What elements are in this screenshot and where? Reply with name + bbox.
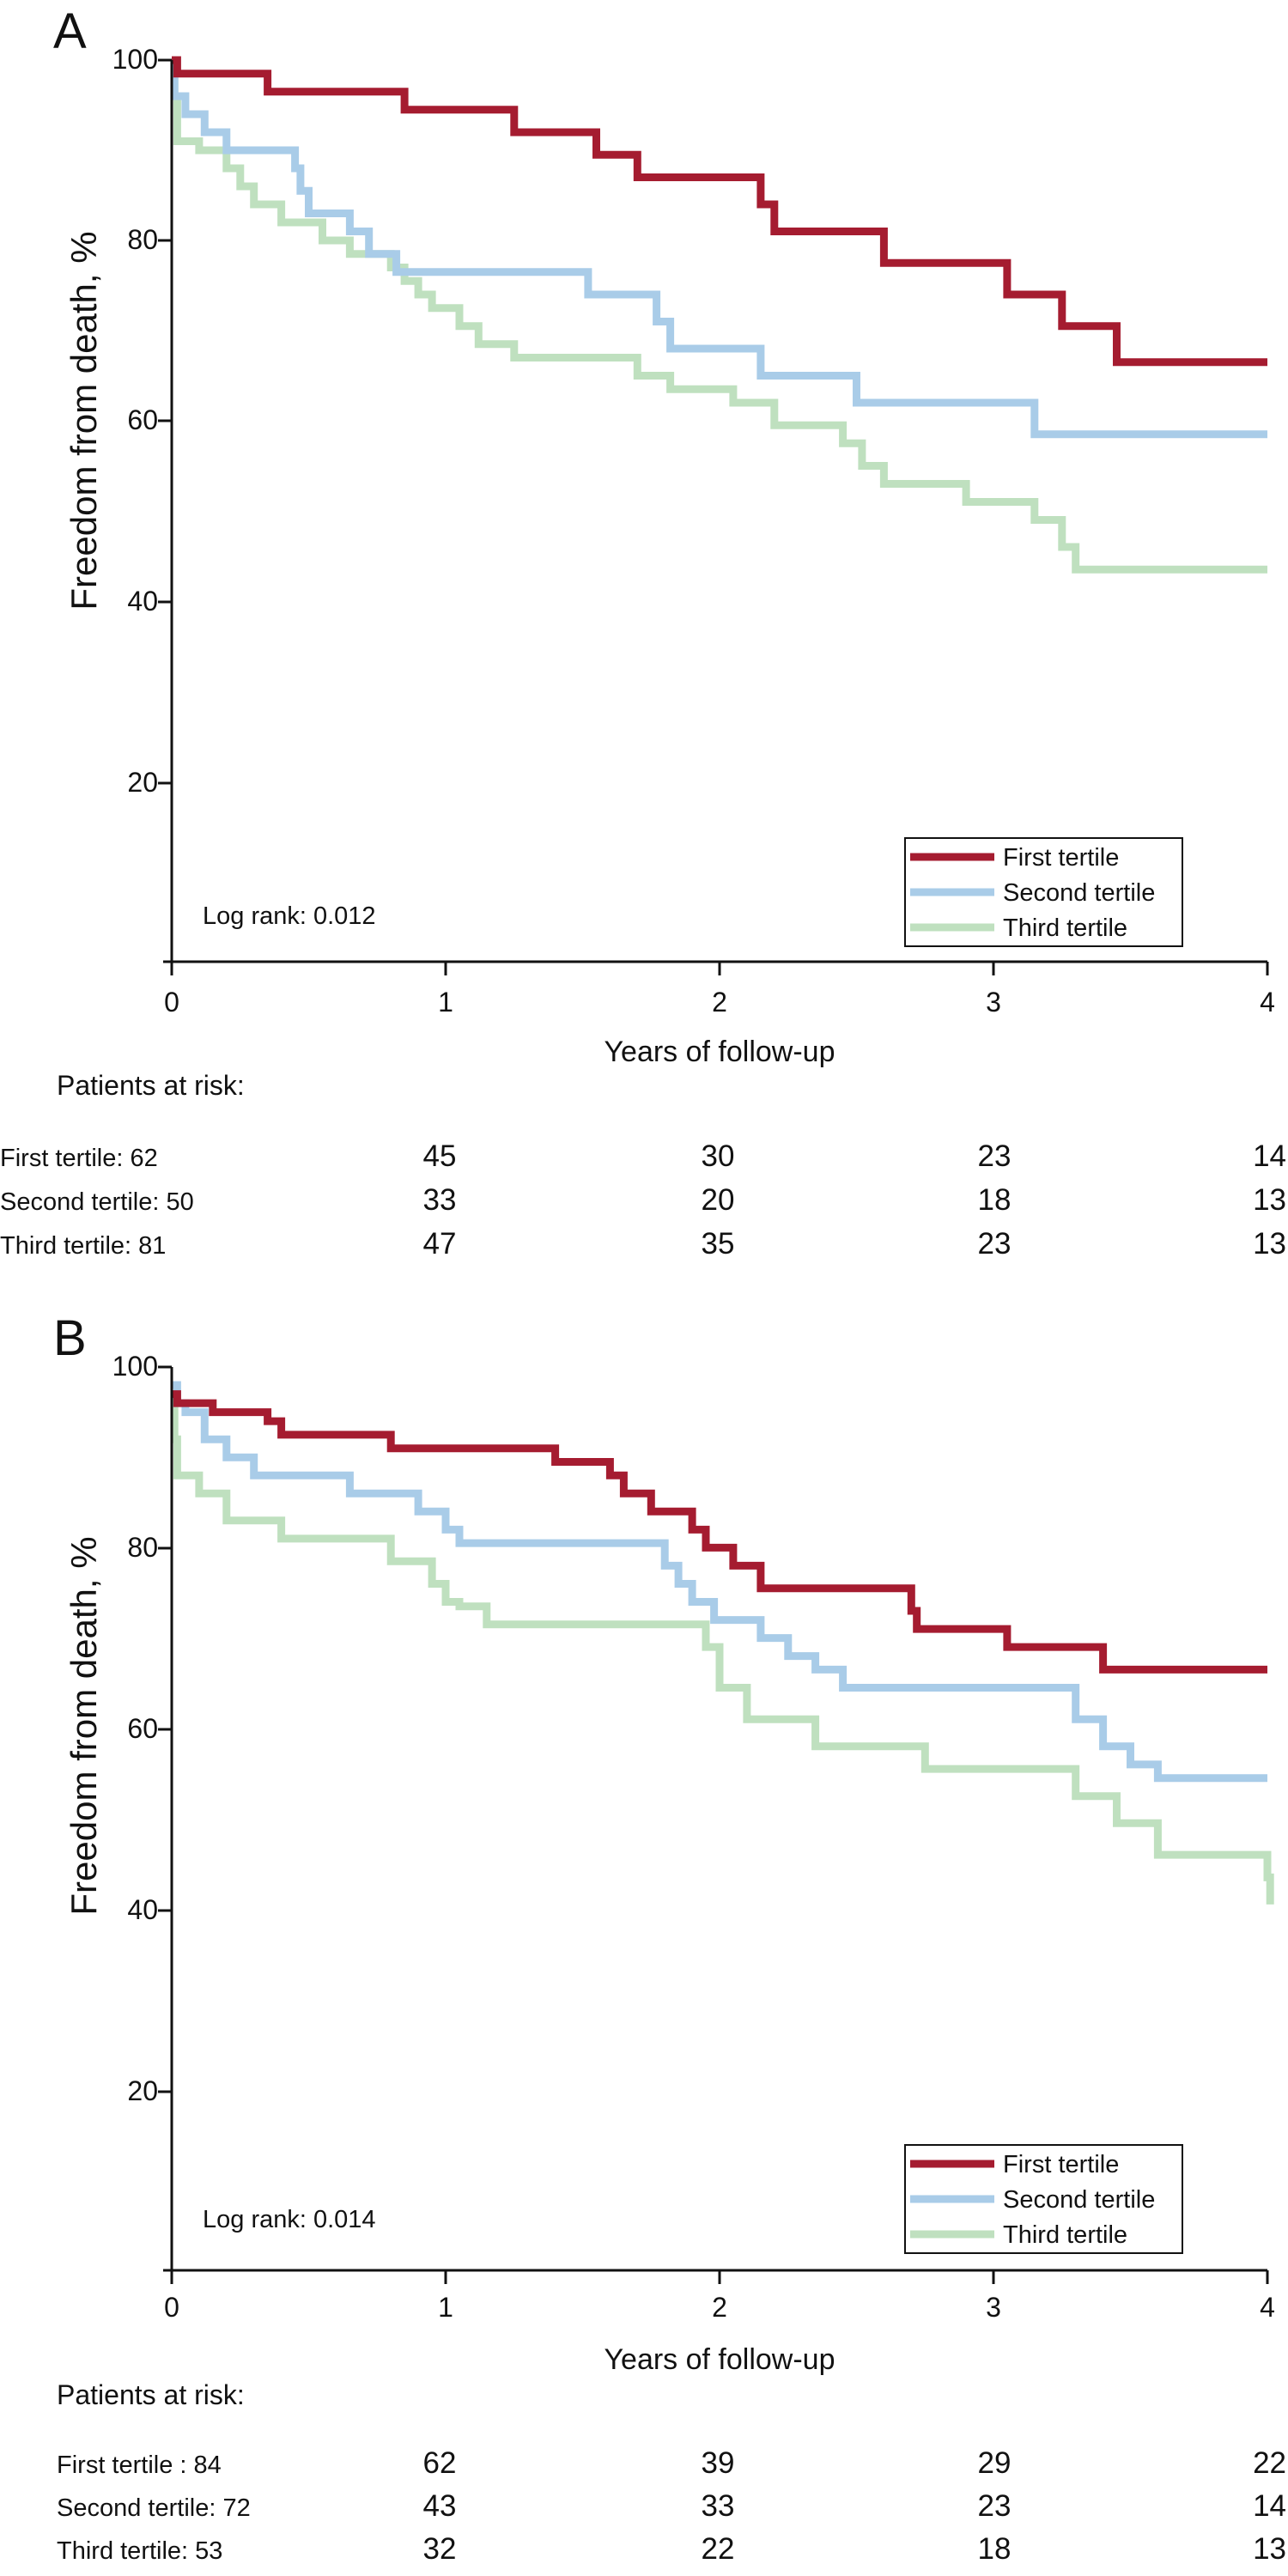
- risk-table: Patients at risk: First tertile: 62 Seco…: [0, 1070, 1286, 1261]
- y-axis-title: Freedom from death, %: [64, 231, 104, 610]
- panel-letter-b: B: [53, 1310, 87, 1366]
- y-tick-label: 40: [127, 586, 158, 617]
- risk-count: 23: [978, 1139, 1012, 1173]
- x-tick-label: 4: [1260, 987, 1275, 1018]
- risk-count: 13: [1253, 1227, 1286, 1261]
- x-tick-label: 2: [712, 2292, 727, 2323]
- risk-count: 22: [1253, 2446, 1286, 2480]
- risk-count: 18: [978, 2532, 1012, 2566]
- series-line-second-tertile: [170, 56, 1267, 439]
- legend: First tertile Second tertile Third terti…: [904, 837, 1183, 947]
- risk-table-header: Patients at risk:: [57, 1070, 245, 1101]
- series-line-second-tertile: [172, 1381, 1267, 1783]
- risk-count: 35: [702, 1227, 735, 1261]
- axes: [158, 1365, 1269, 2284]
- survival-curves: [170, 56, 1267, 574]
- risk-count: 18: [978, 1183, 1012, 1217]
- risk-row-label: Third tertile: 81: [0, 1232, 166, 1260]
- series-line-third-tertile: [170, 56, 1267, 574]
- x-tick-label: 0: [164, 987, 179, 1018]
- panel-a: A 100 80 60 40 20 0 1 2 3 4 Freedom from…: [0, 3, 1286, 1261]
- y-tick-label: 60: [127, 404, 158, 435]
- risk-row-label: First tertile : 84: [57, 2451, 222, 2479]
- risk-count: 45: [423, 1139, 457, 1173]
- risk-count: 23: [978, 1227, 1012, 1261]
- x-tick-label: 1: [438, 987, 453, 1018]
- risk-row-label: Second tertile: 50: [0, 1188, 194, 1216]
- x-axis-title: Years of follow-up: [604, 2343, 835, 2376]
- risk-count: 62: [423, 2446, 457, 2480]
- risk-row-label: Second tertile: 72: [57, 2494, 251, 2522]
- risk-count: 22: [702, 2532, 735, 2566]
- panel-letter-a: A: [53, 3, 87, 59]
- risk-count: 13: [1253, 2532, 1286, 2566]
- risk-count: 32: [423, 2532, 457, 2566]
- y-tick-label: 40: [127, 1894, 158, 1925]
- x-tick-label: 3: [986, 2292, 1001, 2323]
- y-tick-label: 20: [127, 2075, 158, 2106]
- log-rank-annotation: Log rank: 0.014: [203, 2206, 376, 2233]
- legend: First tertile Second tertile Third terti…: [904, 2144, 1183, 2254]
- risk-count: 13: [1253, 1183, 1286, 1217]
- risk-count: 33: [702, 2489, 735, 2523]
- y-axis-title: Freedom from death, %: [64, 1536, 104, 1915]
- survival-curves: [170, 1381, 1274, 1905]
- x-tick-label: 2: [712, 987, 727, 1018]
- legend-label: Second tertile: [1003, 879, 1155, 907]
- series-line-third-tertile: [170, 1390, 1274, 1905]
- risk-count: 14: [1253, 2489, 1286, 2523]
- legend-label: First tertile: [1003, 2151, 1119, 2178]
- risk-row-label: First tertile: 62: [0, 1145, 158, 1172]
- legend-label: Second tertile: [1003, 2186, 1155, 2214]
- x-tick-label: 1: [438, 2292, 453, 2323]
- risk-count: 29: [978, 2446, 1012, 2480]
- risk-count: 39: [702, 2446, 735, 2480]
- x-axis-title: Years of follow-up: [604, 1036, 835, 1068]
- risk-count: 23: [978, 2489, 1012, 2523]
- x-tick-label: 4: [1260, 2292, 1275, 2323]
- risk-count: 47: [423, 1227, 457, 1261]
- risk-table-header: Patients at risk:: [57, 2379, 245, 2410]
- y-tick-label: 100: [112, 44, 158, 75]
- series-line-first-tertile: [172, 1390, 1267, 1674]
- x-tick-label: 0: [164, 2292, 179, 2323]
- y-tick-label: 100: [112, 1351, 158, 1382]
- series-line-first-tertile: [172, 56, 1267, 367]
- log-rank-annotation: Log rank: 0.012: [203, 902, 376, 930]
- x-tick-label: 3: [986, 987, 1001, 1018]
- y-tick-label: 60: [127, 1713, 158, 1744]
- risk-table: Patients at risk: First tertile : 84 Sec…: [57, 2379, 1286, 2566]
- panel-b: B 100 80 60 40 20 0 1 2 3 4 Freedom from…: [53, 1310, 1286, 2566]
- risk-count: 20: [702, 1183, 735, 1217]
- risk-count: 14: [1253, 1139, 1286, 1173]
- risk-count: 30: [702, 1139, 735, 1173]
- legend-label: First tertile: [1003, 844, 1119, 872]
- legend-label: Third tertile: [1003, 914, 1127, 942]
- y-tick-label: 20: [127, 767, 158, 798]
- risk-count: 43: [423, 2489, 457, 2523]
- y-tick-label: 80: [127, 224, 158, 255]
- risk-row-label: Third tertile: 53: [57, 2537, 222, 2565]
- axes: [158, 58, 1269, 975]
- risk-count: 33: [423, 1183, 457, 1217]
- y-tick-label: 80: [127, 1532, 158, 1563]
- legend-label: Third tertile: [1003, 2221, 1127, 2249]
